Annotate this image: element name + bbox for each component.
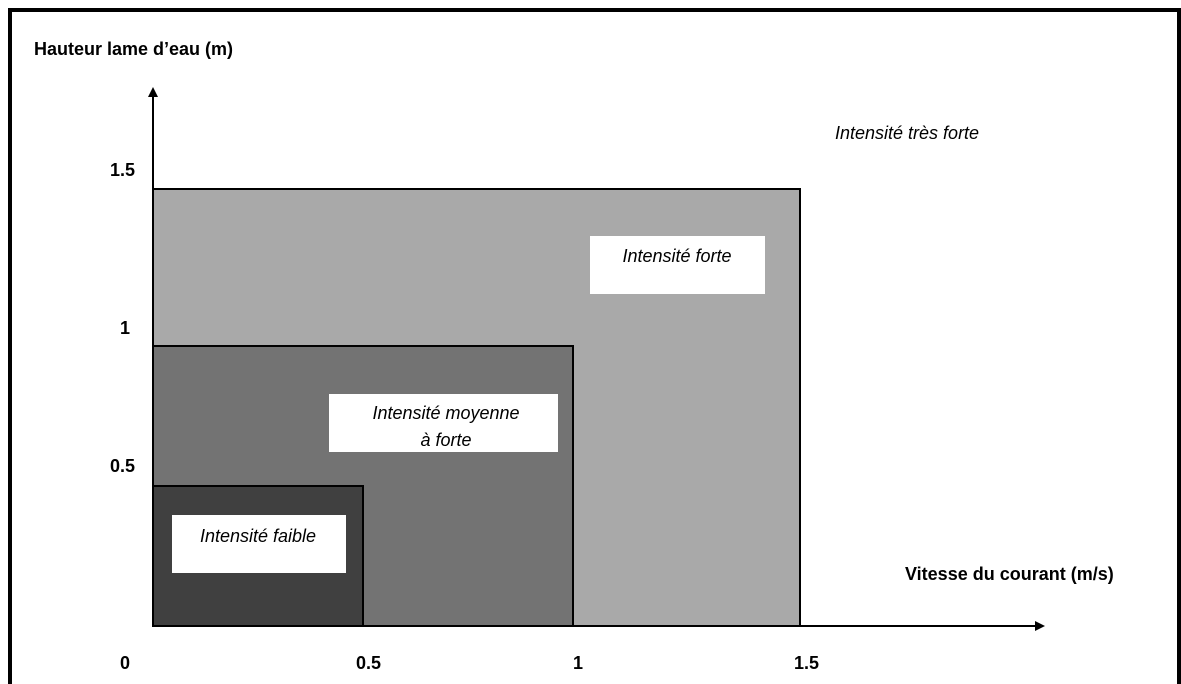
label-box-medium — [329, 394, 558, 452]
zone-medium-label-line2: à forte — [420, 430, 471, 450]
y-tick-label: 0.5 — [110, 456, 135, 476]
x-axis-title: Vitesse du courant (m/s) — [905, 564, 1114, 584]
zone-medium-label-line1: Intensité moyenne — [372, 403, 519, 423]
label-box-weak — [172, 515, 346, 573]
diagram-frame — [8, 8, 1181, 684]
y-tick-label: 1 — [120, 318, 130, 338]
x-tick-label: 1.5 — [794, 653, 819, 673]
origin-label: 0 — [120, 653, 130, 673]
y-tick-label: 1.5 — [110, 160, 135, 180]
zone-strong-label: Intensité forte — [622, 246, 731, 266]
zone-very-strong-label: Intensité très forte — [835, 123, 979, 143]
y-axis-title: Hauteur lame d’eau (m) — [34, 39, 233, 59]
label-box-strong — [590, 236, 765, 294]
x-tick-label: 1 — [573, 653, 583, 673]
x-tick-label: 0.5 — [356, 653, 381, 673]
zone-weak-label: Intensité faible — [200, 526, 316, 546]
